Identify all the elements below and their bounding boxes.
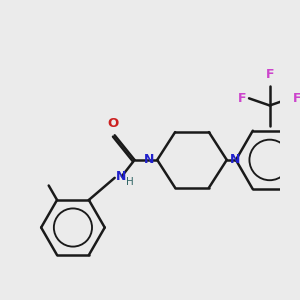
Text: F: F [266,68,274,81]
Text: N: N [230,153,240,166]
Text: N: N [116,170,126,183]
Text: H: H [126,177,134,187]
Text: F: F [238,92,246,105]
Text: N: N [144,153,154,166]
Text: O: O [107,117,119,130]
Text: F: F [293,92,300,105]
